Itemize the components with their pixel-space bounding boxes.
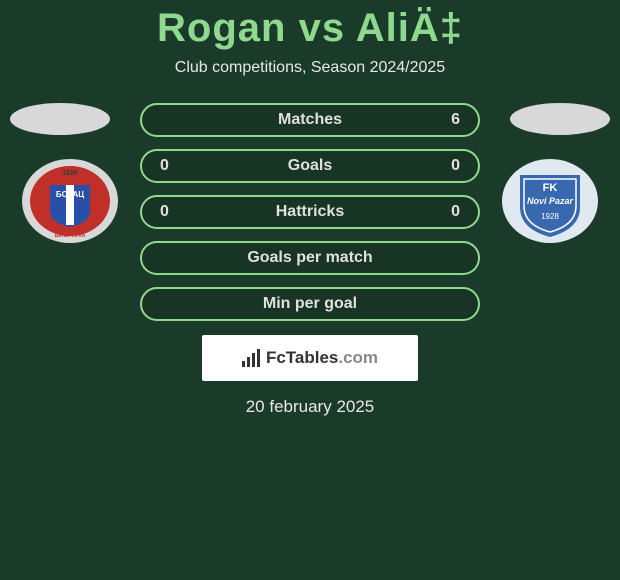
brand-name-main: FcTables xyxy=(266,348,338,367)
svg-text:Novi Pazar: Novi Pazar xyxy=(527,196,574,206)
stat-label: Goals xyxy=(180,157,440,175)
stat-row-matches: Matches 6 xyxy=(140,103,480,137)
stat-right-value: 0 xyxy=(440,203,460,221)
stat-label: Matches xyxy=(180,111,440,129)
stat-left-value: 0 xyxy=(160,203,180,221)
brand-text: FcTables.com xyxy=(266,348,378,368)
stat-label: Goals per match xyxy=(180,249,440,267)
stat-row-min-per-goal: Min per goal xyxy=(140,287,480,321)
brand-attribution[interactable]: FcTables.com xyxy=(202,335,418,381)
brand-name-suffix: .com xyxy=(338,348,378,367)
club-badge-left: 1926 БОРАЦ БАЊА ЛУКА xyxy=(20,157,120,245)
stats-block: 1926 БОРАЦ БАЊА ЛУКА FK Novi Pazar 1928 … xyxy=(0,103,620,321)
stat-row-hattricks: 0 Hattricks 0 xyxy=(140,195,480,229)
stat-left-value: 0 xyxy=(160,157,180,175)
stat-right-value: 6 xyxy=(440,111,460,129)
player-photo-left-placeholder xyxy=(10,103,110,135)
club-badge-right: FK Novi Pazar 1928 xyxy=(500,157,600,245)
svg-text:БОРАЦ: БОРАЦ xyxy=(56,190,84,199)
stat-label: Hattricks xyxy=(180,203,440,221)
page-subtitle: Club competitions, Season 2024/2025 xyxy=(0,59,620,77)
svg-text:FK: FK xyxy=(543,182,558,194)
svg-text:1928: 1928 xyxy=(541,212,559,221)
svg-text:БАЊА ЛУКА: БАЊА ЛУКА xyxy=(55,233,86,239)
page-title: Rogan vs AliÄ‡ xyxy=(0,0,620,51)
svg-text:1926: 1926 xyxy=(62,170,78,177)
borac-crest-icon: 1926 БОРАЦ БАЊА ЛУКА xyxy=(20,157,120,245)
date-caption: 20 february 2025 xyxy=(0,397,620,417)
stat-row-goals: 0 Goals 0 xyxy=(140,149,480,183)
novipazar-crest-icon: FK Novi Pazar 1928 xyxy=(500,157,600,245)
bar-chart-icon xyxy=(242,349,260,367)
stat-right-value: 0 xyxy=(440,157,460,175)
player-photo-right-placeholder xyxy=(510,103,610,135)
stat-row-goals-per-match: Goals per match xyxy=(140,241,480,275)
stat-label: Min per goal xyxy=(180,295,440,313)
